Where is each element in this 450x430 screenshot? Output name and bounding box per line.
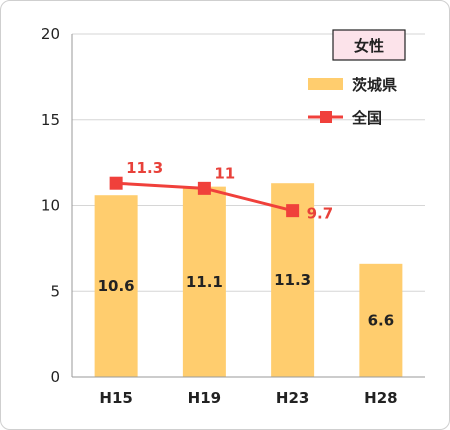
legend-line-marker bbox=[320, 111, 332, 123]
bar-value-label: 6.6 bbox=[368, 311, 395, 329]
legend: 茨城県 全国 bbox=[308, 76, 397, 127]
badge-box bbox=[332, 29, 406, 61]
y-tick-label: 15 bbox=[41, 111, 60, 129]
bar bbox=[359, 263, 403, 377]
line-value-label: 11.3 bbox=[126, 159, 163, 177]
line-point bbox=[197, 181, 211, 195]
legend-bar-swatch bbox=[308, 78, 343, 90]
x-tick-label: H15 bbox=[99, 389, 132, 407]
legend-line-label: 全国 bbox=[351, 109, 382, 127]
bar-value-label: 11.1 bbox=[186, 273, 223, 291]
bar bbox=[94, 195, 138, 377]
x-tick-label: H28 bbox=[364, 389, 397, 407]
line-point bbox=[109, 176, 123, 190]
line-series bbox=[109, 176, 300, 218]
x-tick-label: H19 bbox=[188, 389, 221, 407]
x-tick-label: H23 bbox=[276, 389, 309, 407]
badge: 女性 bbox=[332, 29, 406, 61]
legend-bar-label: 茨城県 bbox=[352, 76, 397, 94]
bar-value-label: 10.6 bbox=[98, 277, 135, 295]
y-tick-label: 5 bbox=[50, 282, 60, 300]
line-value-label: 11 bbox=[214, 164, 235, 182]
data-labels: 10.6 11.1 11.3 6.6 11.3 11 9.7 bbox=[98, 159, 395, 329]
badge-label: 女性 bbox=[354, 37, 384, 55]
bar-value-label: 11.3 bbox=[274, 271, 311, 289]
bar bbox=[182, 186, 226, 377]
bar-series bbox=[94, 183, 403, 377]
line-point bbox=[286, 204, 300, 218]
y-tick-label: 10 bbox=[41, 197, 60, 215]
y-tick-label: 0 bbox=[50, 368, 60, 386]
line-value-label: 9.7 bbox=[307, 205, 334, 223]
axes: 0 5 10 15 20 H15 H19 H23 H28 bbox=[41, 25, 425, 407]
y-tick-label: 20 bbox=[41, 25, 60, 43]
